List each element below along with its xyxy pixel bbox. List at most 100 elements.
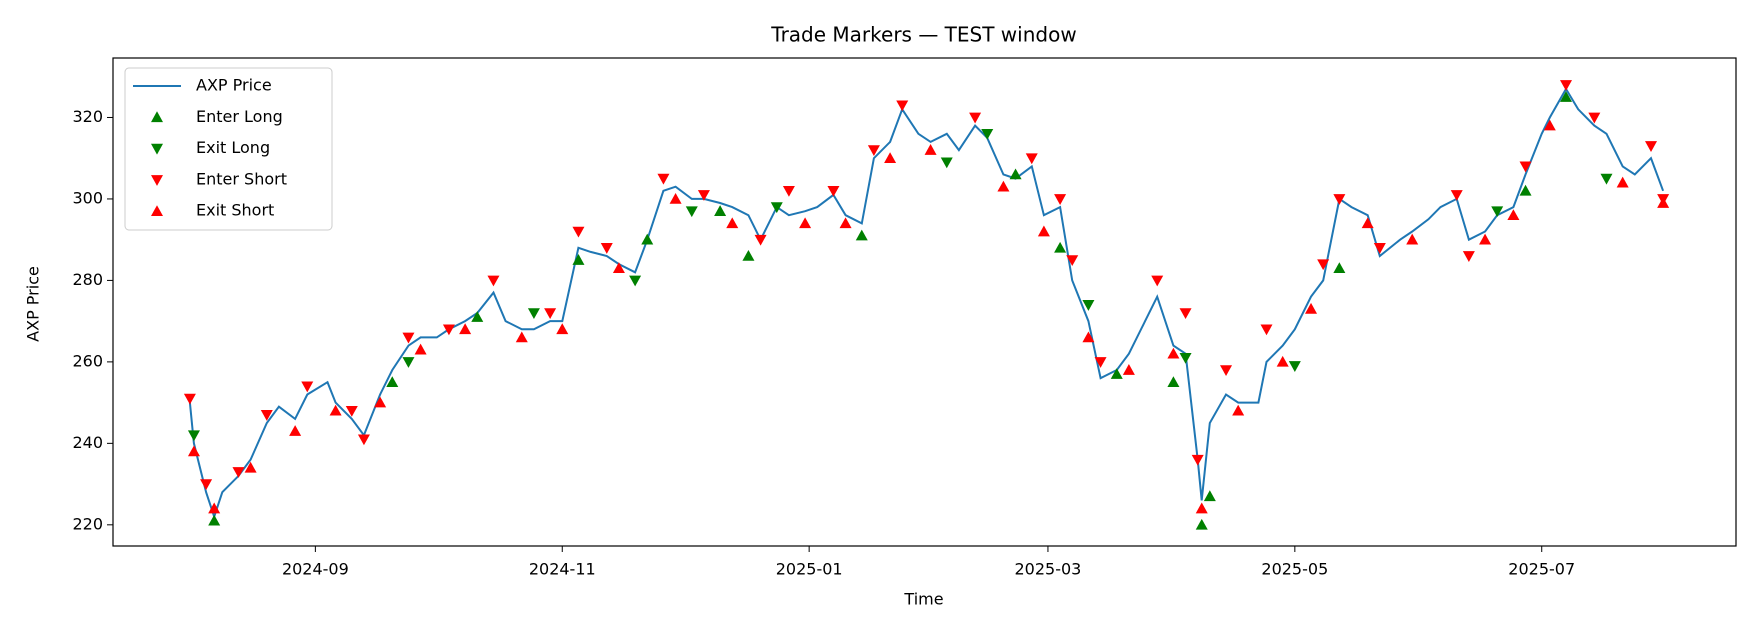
trade-marker	[657, 173, 670, 185]
trade-marker	[544, 308, 557, 319]
trade-marker	[1191, 454, 1204, 466]
y-tick-label: 280	[72, 270, 103, 289]
trade-marker	[187, 430, 200, 442]
trade-marker	[1082, 300, 1095, 311]
legend-label: Exit Short	[196, 201, 274, 220]
trade-marker	[669, 192, 682, 204]
trade-marker	[1317, 259, 1330, 271]
trade-marker	[487, 275, 500, 287]
trade-marker	[1232, 404, 1245, 416]
trade-marker	[924, 144, 937, 155]
trade-marker	[1054, 194, 1067, 205]
trade-marker	[1333, 194, 1346, 205]
trade-marker	[1151, 275, 1164, 287]
trade-marker	[641, 233, 654, 245]
trade-marker	[402, 357, 415, 368]
trade-marker	[754, 234, 767, 246]
trade-marker	[1588, 112, 1601, 124]
trade-marker	[770, 202, 783, 214]
legend-label: Exit Long	[196, 138, 270, 157]
trade-marker	[183, 393, 196, 405]
trade-marker	[515, 331, 528, 343]
y-tick-label: 240	[72, 433, 103, 452]
legend-label: AXP Price	[196, 76, 272, 95]
trade-marker	[1560, 91, 1573, 102]
y-tick-label: 320	[72, 107, 103, 126]
trade-marker	[374, 396, 387, 408]
trade-marker	[1179, 308, 1192, 319]
trade-marker	[1406, 233, 1419, 245]
chart-title: Trade Markers — TEST window	[770, 23, 1076, 47]
trade-marker	[1361, 217, 1374, 229]
plot-area	[183, 80, 1670, 530]
trade-marker	[1203, 490, 1216, 502]
trade-marker	[402, 332, 415, 344]
x-tick-label: 2025-05	[1261, 560, 1328, 579]
trade-marker	[1519, 184, 1532, 196]
y-tick-label: 300	[72, 188, 103, 207]
trade-marker	[289, 425, 302, 436]
trade-marker	[896, 100, 909, 112]
trade-marker	[1167, 347, 1180, 359]
trade-marker	[1491, 206, 1504, 218]
trade-marker	[612, 262, 625, 273]
legend-marker	[151, 175, 163, 186]
trade-marker	[1288, 361, 1301, 372]
trade-marker	[572, 254, 585, 265]
trade-marker	[1179, 353, 1192, 364]
trade-marker	[1054, 241, 1067, 253]
legend-marker	[151, 111, 163, 123]
trade-marker	[697, 190, 710, 201]
trade-marker	[357, 434, 370, 446]
trade-marker	[572, 226, 585, 238]
trade-marker	[1220, 365, 1233, 377]
trade-marker	[1082, 331, 1095, 343]
trade-marker	[981, 128, 994, 140]
legend-label: Enter Long	[196, 107, 283, 126]
y-tick-label: 220	[72, 514, 103, 533]
trade-marker	[1645, 141, 1658, 152]
trade-marker	[1066, 255, 1079, 267]
trade-marker	[1450, 190, 1463, 201]
trade-marker	[1560, 80, 1573, 91]
trade-marker	[459, 323, 472, 335]
trade-marker	[414, 343, 427, 355]
legend-marker	[151, 143, 163, 155]
trade-marker	[782, 185, 795, 197]
trade-marker	[1479, 233, 1492, 245]
trade-marker	[301, 381, 314, 393]
trade-marker	[1025, 153, 1038, 165]
legend-marker	[151, 205, 163, 216]
trade-marker	[1507, 209, 1520, 221]
trade-marker	[827, 185, 840, 197]
trade-marker	[1037, 225, 1050, 237]
trade-marker	[244, 461, 257, 473]
trade-marker	[997, 180, 1010, 192]
trade-marker	[345, 405, 358, 417]
trade-marker	[855, 229, 868, 241]
trade-marker	[1122, 364, 1135, 375]
trade-marker	[1519, 161, 1532, 173]
trade-marker	[200, 479, 213, 491]
y-axis-label: AXP Price	[24, 266, 43, 342]
trade-marker	[940, 157, 953, 169]
trade-marker	[714, 205, 727, 216]
trade-marker	[1373, 243, 1386, 254]
trade-marker	[208, 514, 221, 526]
trade-marker	[884, 152, 897, 164]
trade-marker	[1657, 197, 1670, 208]
trade-marker	[1110, 368, 1123, 379]
trade-marker	[1600, 173, 1613, 185]
trade-marker	[600, 243, 613, 254]
trade-marker	[1167, 376, 1180, 388]
trade-marker	[329, 404, 342, 416]
trade-marker	[187, 445, 200, 457]
trade-marker	[232, 467, 245, 478]
legend-box	[124, 67, 333, 231]
trade-marker	[1260, 324, 1273, 336]
trade-marker	[742, 249, 755, 261]
x-tick-label: 2025-03	[1015, 560, 1082, 579]
trade-marker	[1333, 262, 1346, 273]
trade-marker	[442, 324, 455, 336]
trade-marker	[629, 275, 642, 287]
